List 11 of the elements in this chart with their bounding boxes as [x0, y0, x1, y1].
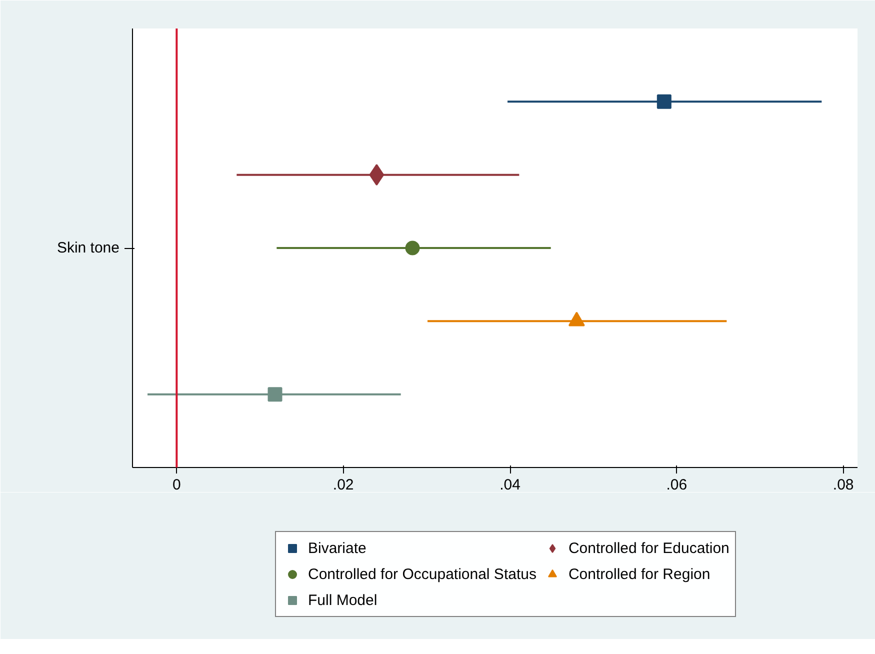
y-tick-label: Skin tone [56, 240, 120, 256]
x-tick-label: .04 [500, 476, 520, 494]
legend-label: Bivariate [308, 540, 366, 556]
legend-label: Controlled for Occupational Status [308, 566, 536, 582]
legend-label: Controlled for Region [568, 566, 710, 582]
x-tick-label: .02 [332, 476, 354, 494]
legend-label: Controlled for Education [568, 540, 730, 556]
x-tick-label: .08 [832, 476, 854, 494]
legend-label: Full Model [308, 592, 378, 608]
x-tick-label: .06 [666, 476, 688, 494]
x-tick-label: 0 [172, 476, 181, 494]
